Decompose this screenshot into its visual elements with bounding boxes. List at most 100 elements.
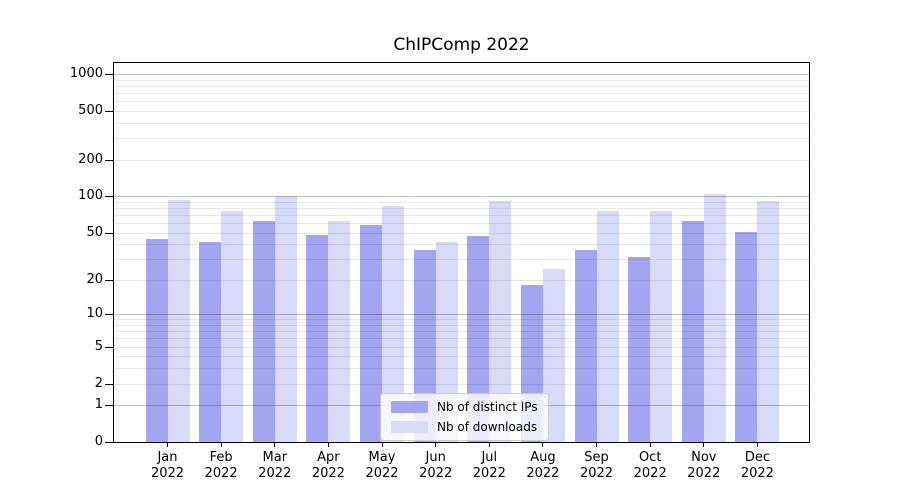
legend-item-downloads: Nb of downloads xyxy=(391,418,538,436)
y-tick-mark xyxy=(105,159,113,161)
gridline-minor xyxy=(114,93,809,94)
y-tick-label: 10 xyxy=(86,306,103,322)
gridline-major xyxy=(114,196,809,198)
gridline-minor xyxy=(114,346,809,348)
gridline-major xyxy=(114,314,809,316)
bar-downloads-may xyxy=(382,206,405,442)
bar-distinct-ips-apr xyxy=(306,234,329,442)
gridline-minor xyxy=(114,214,809,216)
x-tick-mark xyxy=(381,443,383,447)
y-tick-mark xyxy=(105,196,113,198)
gridline-minor xyxy=(114,79,809,81)
gridline-minor xyxy=(114,207,809,209)
bar-distinct-ips-jul xyxy=(467,235,490,442)
y-tick-label: 1000 xyxy=(69,66,103,81)
x-tick-mark xyxy=(756,443,758,447)
bar-downloads-feb xyxy=(221,211,244,442)
gridline-minor xyxy=(114,223,809,224)
gridline-minor xyxy=(114,244,809,246)
x-tick-mark xyxy=(703,443,705,447)
bar-distinct-ips-sep xyxy=(574,249,597,442)
legend-label-distinct-ips: Nb of distinct IPs xyxy=(437,400,538,414)
bar-distinct-ips-mar xyxy=(252,221,275,442)
y-tick-mark xyxy=(105,314,113,316)
x-tick-mark xyxy=(274,443,276,447)
y-tick-label: 1 xyxy=(94,397,103,413)
y-tick-mark xyxy=(105,442,113,443)
y-tick-label: 20 xyxy=(86,271,103,287)
legend-label-downloads: Nb of downloads xyxy=(437,420,538,434)
x-tick-label: Oct 2022 xyxy=(633,450,667,481)
y-tick-mark xyxy=(105,74,113,75)
bar-distinct-ips-jan xyxy=(145,239,168,442)
bar-downloads-sep xyxy=(596,210,619,442)
x-tick-label: Sep 2022 xyxy=(579,450,614,481)
bar-distinct-ips-feb xyxy=(199,241,222,442)
bar-downloads-jun xyxy=(435,241,458,442)
x-tick-label: Feb 2022 xyxy=(204,450,238,481)
gridline-minor xyxy=(114,110,809,112)
bar-downloads-nov xyxy=(703,193,726,442)
x-tick-mark xyxy=(488,443,490,447)
gridline-minor xyxy=(114,325,809,326)
gridline-minor xyxy=(114,85,809,87)
bar-downloads-jul xyxy=(489,200,512,442)
chart-title: ChIPComp 2022 xyxy=(393,35,530,55)
gridline-minor xyxy=(114,356,809,358)
y-tick-mark xyxy=(105,405,113,407)
gridline-minor xyxy=(114,232,809,234)
bar-downloads-jan xyxy=(167,200,190,442)
gridline-major xyxy=(114,74,809,75)
y-tick-mark xyxy=(105,346,113,348)
x-tick-label: Mar 2022 xyxy=(258,450,292,481)
gridline-minor xyxy=(114,138,809,139)
bar-distinct-ips-may xyxy=(360,224,383,442)
gridline-minor xyxy=(114,122,809,124)
legend-swatch-distinct-ips xyxy=(391,401,428,413)
bar-downloads-apr xyxy=(328,220,351,442)
y-tick-label: 0 xyxy=(94,434,103,449)
legend-swatch-downloads xyxy=(391,421,428,433)
y-tick-label: 50 xyxy=(86,224,103,240)
bar-downloads-dec xyxy=(757,201,780,442)
bar-distinct-ips-dec xyxy=(735,231,758,442)
x-tick-mark xyxy=(167,443,168,447)
gridline-minor xyxy=(114,201,809,203)
gridline-minor xyxy=(114,338,809,340)
bars-layer xyxy=(114,63,809,442)
gridline-minor xyxy=(114,159,809,161)
x-tick-label: May 2022 xyxy=(365,450,399,481)
x-tick-label: Jun 2022 xyxy=(419,450,453,481)
y-tick-label: 200 xyxy=(78,151,103,167)
y-tick-label: 500 xyxy=(78,102,103,118)
bar-downloads-mar xyxy=(274,196,297,442)
y-tick-mark xyxy=(105,383,113,385)
x-tick-label: Jan 2022 xyxy=(150,450,185,481)
bar-distinct-ips-nov xyxy=(681,220,704,442)
x-tick-label: Dec 2022 xyxy=(740,450,774,481)
gridline-minor xyxy=(114,101,809,103)
gridline-minor xyxy=(114,383,809,385)
x-tick-label: Aug 2022 xyxy=(526,450,560,481)
x-tick-mark xyxy=(435,443,437,447)
x-tick-mark xyxy=(542,443,544,447)
x-tick-mark xyxy=(327,443,329,447)
gridline-minor xyxy=(114,279,809,281)
x-tick-label: Jul 2022 xyxy=(472,450,506,481)
y-tick-mark xyxy=(105,232,113,234)
x-tick-label: Nov 2022 xyxy=(687,450,721,481)
plot-area: Nb of distinct IPs Nb of downloads xyxy=(113,62,810,443)
gridline-minor xyxy=(114,319,809,321)
y-tick-mark xyxy=(105,110,113,112)
x-tick-mark xyxy=(596,443,597,447)
bar-distinct-ips-oct xyxy=(628,257,651,442)
bar-downloads-oct xyxy=(650,210,673,442)
gridline-minor xyxy=(114,368,809,370)
y-tick-label: 2 xyxy=(94,375,103,391)
y-tick-mark xyxy=(105,279,113,281)
x-tick-mark xyxy=(220,443,222,447)
gridline-minor xyxy=(114,331,809,333)
gridline-minor xyxy=(114,259,809,261)
gridlines-layer xyxy=(114,63,809,442)
